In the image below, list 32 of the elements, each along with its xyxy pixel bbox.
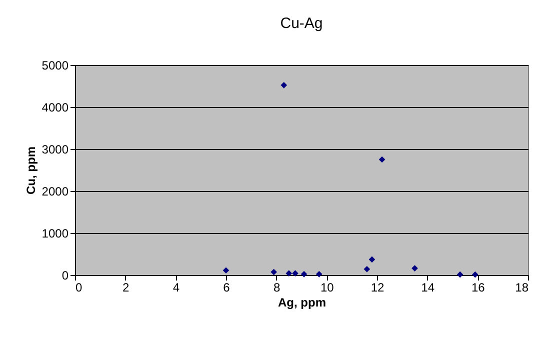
x-tick-label: 0	[76, 280, 82, 294]
point	[270, 268, 277, 276]
point	[292, 270, 298, 276]
x-tick-label: 6	[223, 280, 230, 294]
x-tick-label: 10	[320, 280, 334, 294]
chart-title: Cu-Ag	[280, 15, 323, 32]
point	[368, 256, 376, 263]
point	[412, 265, 418, 272]
point	[456, 271, 464, 278]
x-tick-label: 8	[273, 280, 280, 294]
x-tick-label: 4	[172, 280, 180, 294]
point	[378, 156, 386, 163]
point	[364, 266, 370, 272]
y-tick-label: 5000	[42, 58, 69, 72]
y-tick-label: 2000	[42, 184, 69, 198]
point	[316, 271, 322, 278]
point	[222, 267, 230, 274]
x-tick-label: 12	[370, 280, 384, 294]
y-tick-label: 0	[62, 268, 69, 282]
point	[300, 271, 308, 278]
x-tick-label: 2	[122, 280, 130, 294]
x-axis-title: Ag, ppm	[278, 296, 326, 310]
point	[280, 82, 288, 88]
y-axis-title: Cu, ppm	[24, 146, 38, 194]
point	[286, 270, 292, 276]
x-tick-label: 18	[515, 280, 529, 294]
y-tick-label: 1000	[42, 226, 69, 240]
y-tick-label: 3000	[42, 142, 69, 156]
x-tick-label: 14	[421, 280, 435, 294]
point	[472, 271, 478, 278]
y-tick-label: 4000	[42, 100, 69, 114]
x-tick-label: 16	[471, 280, 486, 294]
